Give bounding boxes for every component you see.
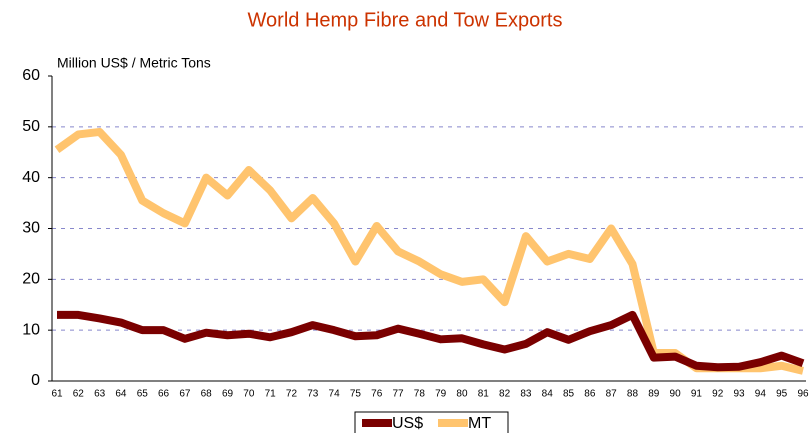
x-tick-label: 62 bbox=[73, 389, 85, 400]
x-tick-label: 69 bbox=[222, 389, 234, 400]
x-tick-label: 87 bbox=[606, 389, 618, 400]
x-tick-label: 75 bbox=[350, 389, 362, 400]
y-tick-label: 10 bbox=[22, 321, 40, 338]
y-tick-label: 60 bbox=[22, 67, 40, 84]
x-tick-label: 95 bbox=[776, 389, 788, 400]
x-tick-label: 88 bbox=[627, 389, 639, 400]
y-tick-label: 0 bbox=[31, 372, 40, 389]
y-axis-label: Million US$ / Metric Tons bbox=[57, 55, 211, 71]
chart-title: World Hemp Fibre and Tow Exports bbox=[248, 9, 563, 31]
x-tick-label: 83 bbox=[520, 389, 532, 400]
x-tick-label: 90 bbox=[670, 389, 682, 400]
y-tick-label: 40 bbox=[22, 169, 40, 186]
x-tick-label: 78 bbox=[414, 389, 426, 400]
x-tick-label: 70 bbox=[243, 389, 255, 400]
x-tick-label: 66 bbox=[158, 389, 170, 400]
x-tick-label: 72 bbox=[286, 389, 298, 400]
x-tick-label: 76 bbox=[371, 389, 383, 400]
legend-label: MT bbox=[468, 415, 491, 432]
x-tick-label: 96 bbox=[797, 389, 809, 400]
x-tick-label: 89 bbox=[648, 389, 660, 400]
x-tick-label: 71 bbox=[265, 389, 277, 400]
x-tick-label: 94 bbox=[755, 389, 767, 400]
x-tick-label: 81 bbox=[478, 389, 490, 400]
x-tick-label: 85 bbox=[563, 389, 575, 400]
x-tick-label: 61 bbox=[51, 389, 63, 400]
x-tick-label: 73 bbox=[307, 389, 319, 400]
series-line bbox=[57, 310, 805, 372]
x-tick-label: 67 bbox=[179, 389, 191, 400]
x-tick-label: 68 bbox=[201, 389, 213, 400]
x-tick-label: 77 bbox=[392, 389, 404, 400]
y-tick-label: 30 bbox=[22, 220, 40, 237]
y-tick-label: 50 bbox=[22, 118, 40, 135]
legend-label: US$ bbox=[392, 415, 423, 432]
x-tick-label: 86 bbox=[584, 389, 596, 400]
y-tick-label: 20 bbox=[22, 271, 40, 288]
x-tick-label: 92 bbox=[712, 389, 724, 400]
x-tick-label: 79 bbox=[435, 389, 447, 400]
x-tick-label: 65 bbox=[137, 389, 149, 400]
x-tick-label: 63 bbox=[94, 389, 106, 400]
x-tick-label: 82 bbox=[499, 389, 511, 400]
x-tick-label: 91 bbox=[691, 389, 703, 400]
x-tick-label: 74 bbox=[329, 389, 341, 400]
x-tick-label: 84 bbox=[542, 389, 554, 400]
legend-box bbox=[354, 411, 509, 433]
x-tick-label: 64 bbox=[115, 389, 127, 400]
x-tick-label: 80 bbox=[456, 389, 468, 400]
x-tick-label: 93 bbox=[733, 389, 745, 400]
